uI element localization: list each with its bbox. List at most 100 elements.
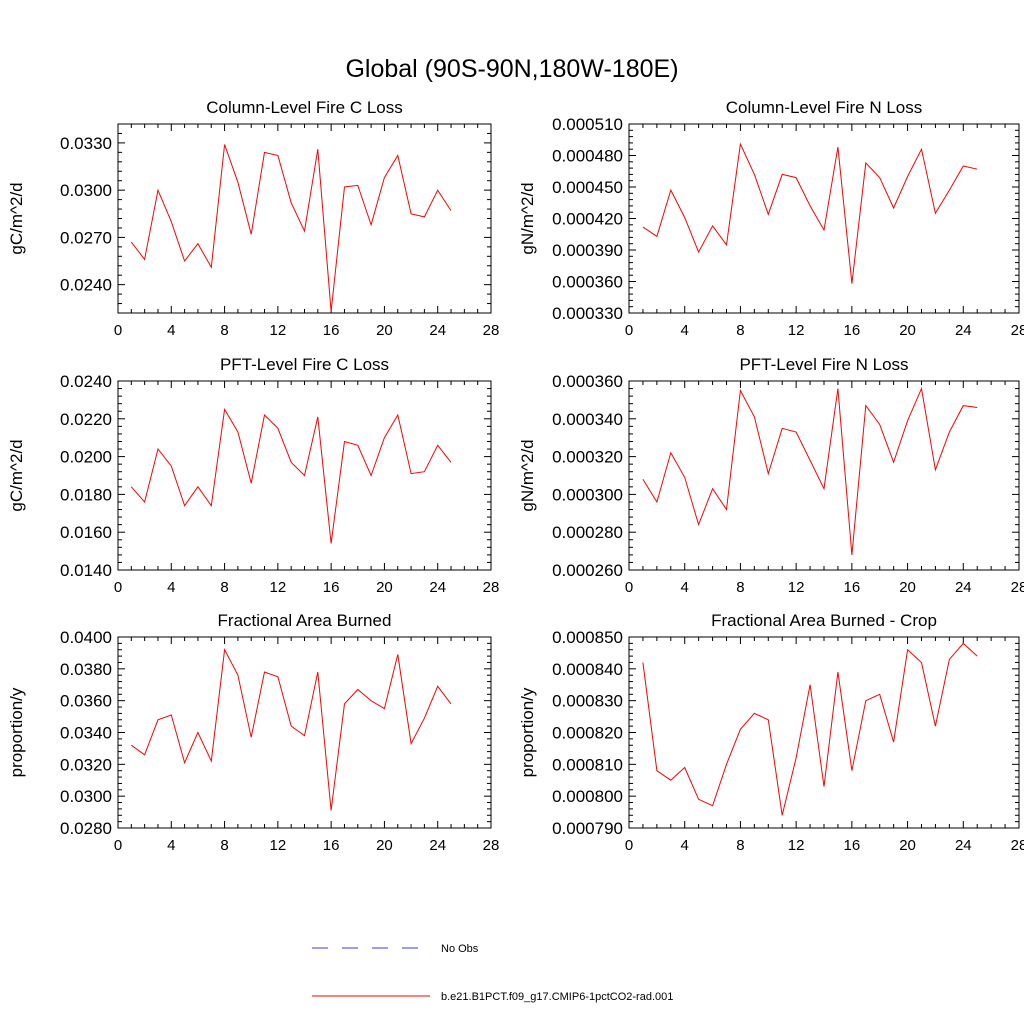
x-tick-label: 28 <box>1011 837 1024 854</box>
y-tick-label: 0.0380 <box>60 660 112 679</box>
x-tick-label: 24 <box>955 837 972 854</box>
x-tick-label: 4 <box>167 322 175 339</box>
x-tick-label: 20 <box>899 579 916 596</box>
x-tick-label: 0 <box>114 322 122 339</box>
x-tick-label: 20 <box>376 322 393 339</box>
x-tick-label: 12 <box>270 837 287 854</box>
x-tick-label: 0 <box>114 837 122 854</box>
x-tick-label: 24 <box>955 322 972 339</box>
panel-1: Column-Level Fire C Loss gC/m^2/d 0 4 8 12 16 2… <box>7 98 499 339</box>
x-tick-label: 20 <box>376 579 393 596</box>
y-tick-label: 0.0200 <box>60 448 112 467</box>
y-axis-label: gC/m^2/d <box>7 182 26 254</box>
y-tick-label: 0.000260 <box>552 561 623 580</box>
x-tick-label: 12 <box>270 322 287 339</box>
y-tick-label: 0.0360 <box>60 692 112 711</box>
y-tick-label: 0.000790 <box>552 819 623 838</box>
panel-title: Fractional Area Burned <box>218 611 392 630</box>
series-line <box>130 144 452 312</box>
series-line <box>642 386 978 555</box>
y-tick-label: 0.0300 <box>60 787 112 806</box>
x-tick-label: 28 <box>1011 579 1024 596</box>
y-tick-label: 0.000420 <box>552 210 623 229</box>
y-tick-label: 0.000810 <box>552 755 623 774</box>
x-tick-label: 24 <box>955 579 972 596</box>
x-tick-label: 24 <box>429 837 446 854</box>
y-tick-label: 0.0270 <box>60 228 112 247</box>
y-tick-label: 0.000320 <box>552 448 623 467</box>
x-tick-label: 4 <box>167 579 175 596</box>
panel-6: Fractional Area Burned - Crop proportion/… <box>518 611 1024 854</box>
x-tick-label: 12 <box>788 579 805 596</box>
y-tick-label: 0.000390 <box>552 241 623 260</box>
x-tick-label: 0 <box>625 837 633 854</box>
x-tick-label: 28 <box>1011 322 1024 339</box>
y-tick-label: 0.000830 <box>552 692 623 711</box>
y-tick-label: 0.0300 <box>60 181 112 200</box>
y-tick-label: 0.0180 <box>60 485 112 504</box>
y-tick-label: 0.000340 <box>552 410 623 429</box>
y-tick-label: 0.0320 <box>60 755 112 774</box>
x-tick-label: 12 <box>788 322 805 339</box>
series-line <box>642 142 978 284</box>
legend-model-label: b.e21.B1PCT.f09_g17.CMIP6-1pctCO2-rad.00… <box>441 991 673 1003</box>
plot-frame <box>628 123 1020 314</box>
panel-4: PFT-Level Fire N Loss gN/m^2/d 0 4 8 12 16 20 24… <box>518 355 1024 596</box>
x-tick-label: 8 <box>220 322 228 339</box>
series-line <box>642 642 978 816</box>
x-tick-label: 12 <box>270 579 287 596</box>
x-tick-label: 16 <box>323 579 340 596</box>
x-tick-label: 4 <box>167 837 175 854</box>
panel-title: Column-Level Fire C Loss <box>206 98 403 117</box>
panel-title: Column-Level Fire N Loss <box>726 98 923 117</box>
x-tick-label: 24 <box>429 322 446 339</box>
x-tick-label: 20 <box>899 837 916 854</box>
y-tick-label: 0.0240 <box>60 372 112 391</box>
y-axis-label: gN/m^2/d <box>518 439 537 511</box>
y-tick-label: 0.000850 <box>552 628 623 647</box>
y-axis-label: gC/m^2/d <box>7 439 26 511</box>
y-axis-label: proportion/y <box>7 687 26 777</box>
y-tick-label: 0.0280 <box>60 819 112 838</box>
y-tick-label: 0.0240 <box>60 276 112 295</box>
panel-title: PFT-Level Fire C Loss <box>220 355 389 374</box>
y-tick-label: 0.000480 <box>552 147 623 166</box>
y-tick-label: 0.000510 <box>552 115 623 134</box>
x-tick-label: 16 <box>323 322 340 339</box>
x-tick-label: 8 <box>736 579 744 596</box>
panel-3: PFT-Level Fire C Loss gC/m^2/d 0 4 8 12 16 20 24… <box>7 355 499 596</box>
y-tick-label: 0.0140 <box>60 561 112 580</box>
x-tick-label: 20 <box>376 837 393 854</box>
series-line <box>131 648 452 811</box>
legend: No Obs b.e21.B1PCT.f09_g17.CMIP6-1pctCO2… <box>312 943 673 1003</box>
panel-title: PFT-Level Fire N Loss <box>739 355 908 374</box>
plot-frame <box>117 123 492 314</box>
y-tick-label: 0.000800 <box>552 787 623 806</box>
x-tick-label: 0 <box>625 322 633 339</box>
panel-2: Column-Level Fire N Loss gN/m^2/d 0 4 8 12 16 2… <box>518 98 1024 339</box>
y-tick-label: 0.000360 <box>552 273 623 292</box>
x-tick-label: 8 <box>736 837 744 854</box>
x-tick-label: 16 <box>844 322 861 339</box>
y-tick-label: 0.000450 <box>552 178 623 197</box>
x-tick-label: 4 <box>681 837 689 854</box>
x-tick-label: 28 <box>483 579 500 596</box>
plot-frame <box>628 636 1020 829</box>
x-tick-label: 20 <box>899 322 916 339</box>
x-tick-label: 12 <box>788 837 805 854</box>
x-tick-label: 0 <box>114 579 122 596</box>
y-tick-label: 0.0160 <box>60 523 112 542</box>
x-tick-label: 8 <box>736 322 744 339</box>
panels: Column-Level Fire C Loss gC/m^2/d 0 4 8 12 16 2… <box>7 98 1024 854</box>
panel-title: Fractional Area Burned - Crop <box>711 611 937 630</box>
x-tick-label: 8 <box>220 579 228 596</box>
panel-5: Fractional Area Burned proportion/y 0 4 8 12 1… <box>7 611 499 854</box>
x-tick-label: 16 <box>844 579 861 596</box>
legend-no-obs-label: No Obs <box>441 943 479 955</box>
series-line <box>130 407 452 544</box>
y-tick-label: 0.0340 <box>60 724 112 743</box>
y-tick-label: 0.0330 <box>60 134 112 153</box>
figure-title: Global (90S-90N,180W-180E) <box>345 55 678 83</box>
y-tick-label: 0.000840 <box>552 660 623 679</box>
y-tick-label: 0.0400 <box>60 628 112 647</box>
